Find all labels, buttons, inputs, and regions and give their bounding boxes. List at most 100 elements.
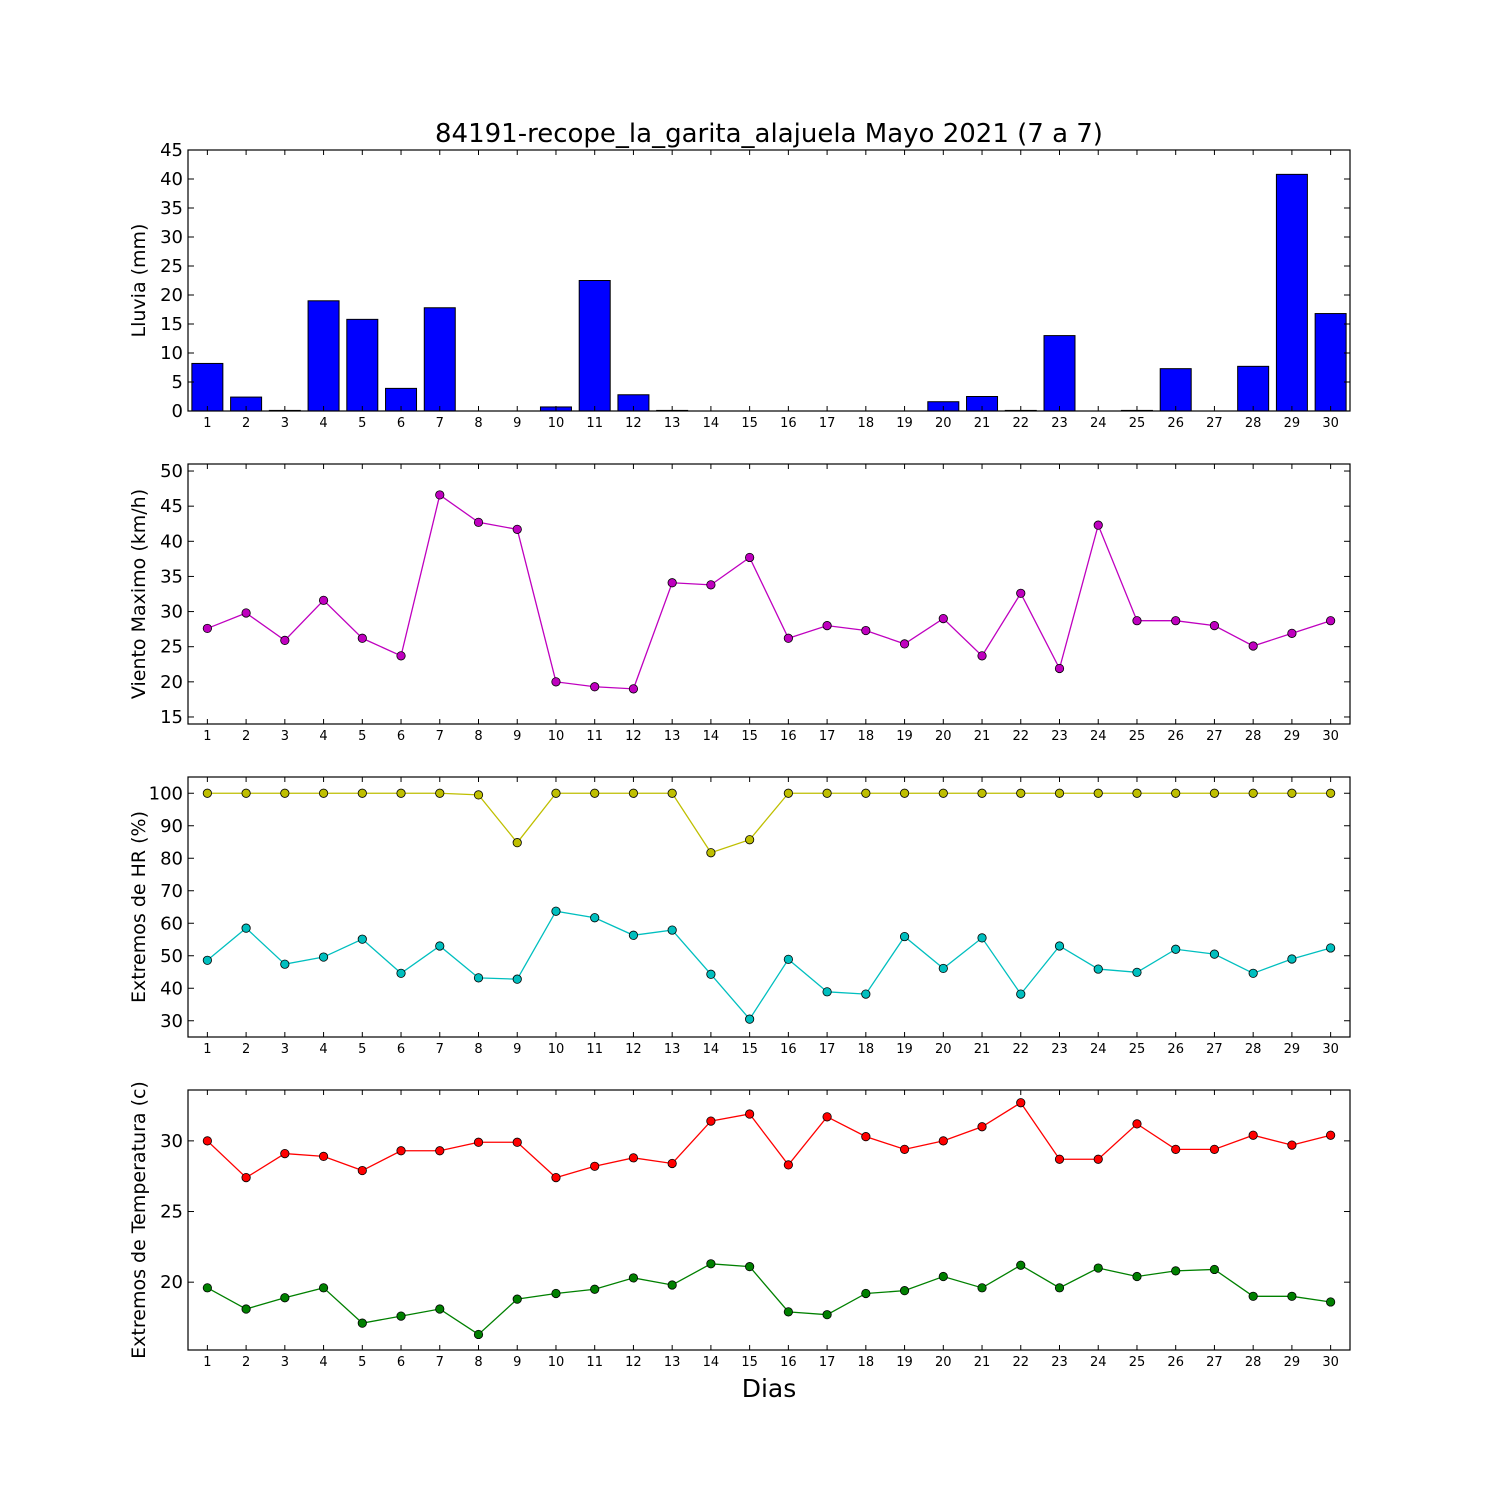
x-tick-label: 18 [858,729,875,744]
series-1-point-13 [667,1280,677,1290]
x-tick-label: 9 [513,1355,521,1370]
series-0-point-11 [590,682,600,692]
series-1-point-17 [822,1310,832,1320]
x-tick-label: 2 [242,416,250,431]
series-1-point-28 [1248,968,1258,978]
series-1-point-24 [1093,964,1103,974]
series-0-point-23 [1054,663,1065,674]
series-0-point-16 [783,788,793,798]
bar-day-23 [1043,335,1076,412]
series-0-point-5 [357,1165,367,1176]
x-tick-label: 22 [1012,1042,1029,1057]
x-tick-label: 4 [319,729,327,744]
series-0-point-27 [1209,1144,1220,1154]
series-1-point-11 [590,1284,600,1294]
y-tick-label: 60 [160,913,183,934]
x-tick-label: 25 [1129,416,1146,431]
series-0-point-20 [938,788,948,798]
y-tick-label: 40 [160,978,183,999]
bar-day-4 [307,300,340,412]
series-0-point-17 [822,788,832,798]
series-1-point-25 [1132,1271,1142,1282]
series-0-point-25 [1132,788,1142,798]
axes-frame [187,463,1351,725]
series-1-line [207,1263,1331,1336]
series-0-point-5 [357,633,367,643]
series-0-point-20 [938,613,948,624]
x-tick-label: 5 [358,1042,366,1057]
x-tick-label: 22 [1012,1355,1029,1370]
y-axis-label: Extremos de HR (%) [128,811,150,1003]
x-tick-label: 2 [242,729,250,744]
series-0-point-24 [1093,788,1103,798]
series-0-point-28 [1248,1130,1258,1140]
series-1-point-27 [1209,1264,1220,1275]
series-0-point-25 [1132,616,1142,626]
x-tick-label: 4 [319,1355,327,1370]
x-tick-label: 3 [281,1042,289,1057]
series-0-point-22 [1016,788,1026,798]
series-1-point-10 [551,1288,561,1299]
y-tick-label: 100 [149,783,183,804]
x-tick-label: 19 [896,729,913,744]
series-0-point-24 [1093,1154,1103,1164]
y-tick-label: 0 [172,401,183,422]
x-tick-label: 10 [548,1355,565,1370]
bar-day-29 [1275,173,1308,412]
series-0-point-7 [435,788,445,798]
series-0-point-29 [1287,1140,1297,1150]
series-1-point-29 [1287,954,1297,964]
x-tick-label: 28 [1245,729,1262,744]
x-tick-label: 26 [1167,1355,1184,1370]
x-tick-label: 3 [281,729,289,744]
x-tick-label: 22 [1012,729,1029,744]
series-0-point-23 [1054,1154,1065,1164]
x-tick-label: 13 [664,729,681,744]
series-0-point-9 [512,838,522,848]
x-tick-label: 21 [974,416,991,431]
series-1-point-26 [1171,944,1181,954]
x-tick-label: 27 [1206,416,1223,431]
series-0-point-21 [977,1122,987,1132]
x-tick-label: 20 [935,729,952,744]
bar-day-30 [1314,313,1347,412]
series-0-point-3 [280,635,290,645]
x-tick-label: 17 [819,416,836,431]
x-tick-label: 21 [974,729,991,744]
series-0-point-1 [202,788,212,798]
series-1-point-21 [977,933,987,943]
series-1-point-5 [357,1318,367,1328]
series-1-point-4 [318,1283,329,1293]
series-0-point-7 [435,490,445,500]
series-0-point-23 [1054,788,1065,798]
x-tick-label: 26 [1167,1042,1184,1057]
series-0-point-27 [1209,788,1220,798]
x-tick-label: 18 [858,1355,875,1370]
series-0-point-13 [667,1158,677,1169]
y-axis-label: Lluvia (mm) [128,224,150,338]
x-tick-label: 4 [319,416,327,431]
x-tick-label: 20 [935,1355,952,1370]
series-0-point-12 [628,788,639,798]
series-0-point-29 [1287,788,1297,798]
series-0-point-4 [318,595,329,605]
x-tick-label: 27 [1206,729,1223,744]
x-tick-label: 8 [474,729,482,744]
y-tick-label: 70 [160,881,183,902]
series-0-point-6 [396,1146,406,1156]
series-1-point-16 [783,954,793,964]
series-0-point-12 [628,684,639,694]
series-1-point-16 [783,1307,793,1317]
series-1-point-19 [899,931,910,942]
series-1-point-18 [861,1288,871,1299]
x-tick-label: 14 [703,1042,720,1057]
x-tick-label: 17 [819,729,836,744]
series-1-point-6 [396,1311,406,1321]
x-tick-label: 1 [203,416,211,431]
series-1-point-18 [861,989,871,999]
series-0-point-14 [706,1116,716,1126]
series-1-point-1 [202,955,212,965]
x-tick-label: 7 [436,416,444,431]
series-1-point-7 [435,1304,445,1314]
